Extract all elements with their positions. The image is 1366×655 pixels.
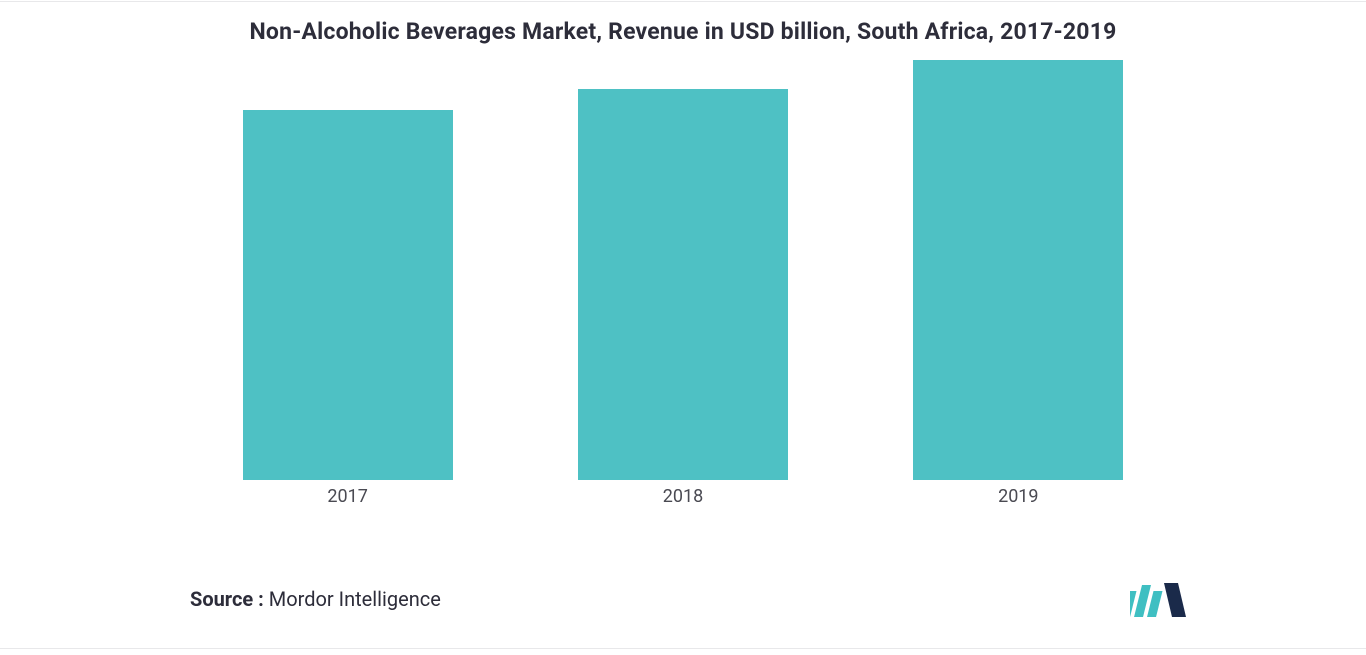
bar-group-2018 (515, 89, 850, 480)
chart-plot-area (180, 60, 1186, 480)
footer: Source : Mordor Intelligence (190, 581, 1306, 617)
bars-container (180, 60, 1186, 480)
x-axis-labels: 2017 2018 2019 (180, 486, 1186, 507)
source-attribution: Source : Mordor Intelligence (190, 587, 441, 611)
source-label: Source : (190, 587, 269, 611)
bottom-border (0, 648, 1366, 649)
bar-group-2019 (851, 60, 1186, 480)
x-label-2017: 2017 (180, 486, 515, 507)
chart-title: Non-Alcoholic Beverages Market, Revenue … (0, 18, 1366, 45)
top-border (0, 1, 1366, 2)
bar-2019 (913, 60, 1123, 480)
bar-group-2017 (180, 110, 515, 480)
source-value: Mordor Intelligence (269, 587, 441, 611)
x-label-2018: 2018 (515, 486, 850, 507)
x-label-2019: 2019 (851, 486, 1186, 507)
bar-2017 (243, 110, 453, 480)
bar-2018 (578, 89, 788, 480)
mordor-logo-icon (1130, 581, 1186, 617)
